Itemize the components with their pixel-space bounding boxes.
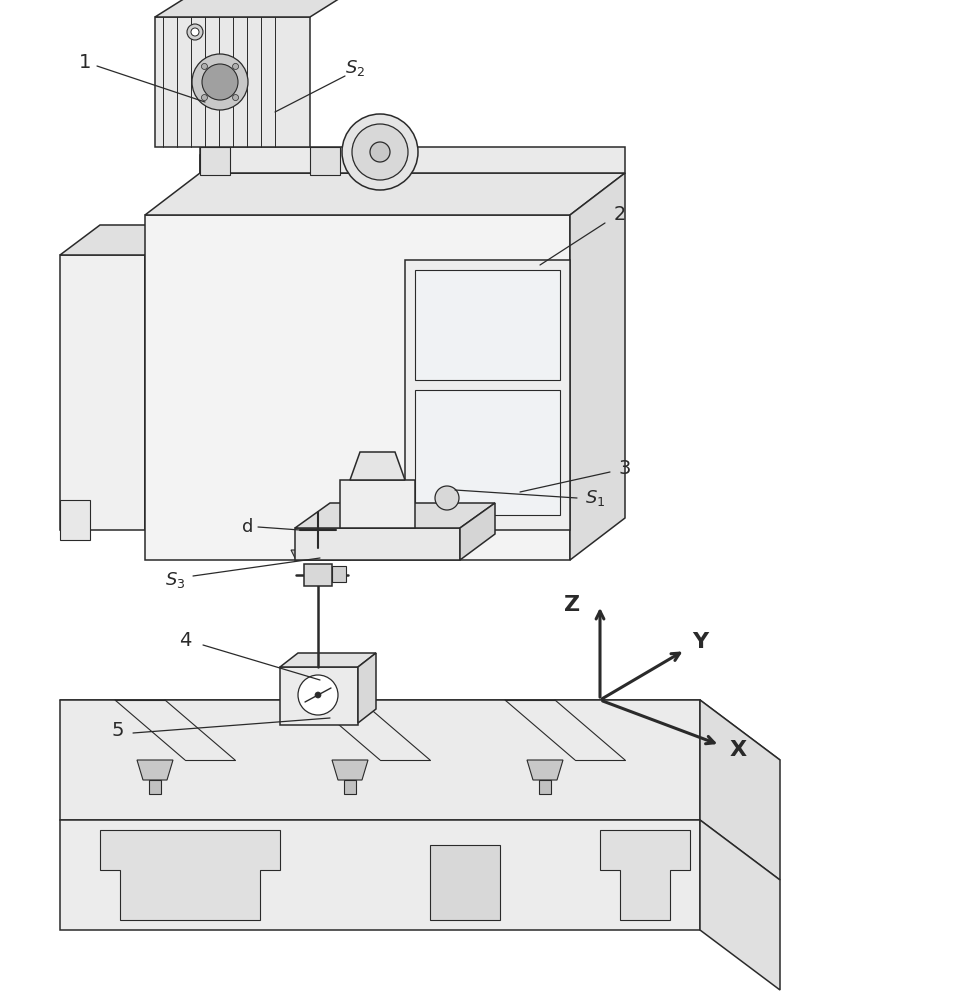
Circle shape: [187, 24, 203, 40]
Bar: [200, 147, 230, 175]
Bar: [539, 780, 551, 794]
Bar: [415, 270, 560, 380]
Polygon shape: [145, 215, 570, 560]
Bar: [332, 566, 346, 582]
Text: X: X: [730, 740, 746, 760]
Polygon shape: [200, 147, 625, 173]
Polygon shape: [280, 653, 376, 667]
Polygon shape: [358, 653, 376, 723]
Polygon shape: [600, 830, 690, 920]
Bar: [415, 390, 560, 515]
Polygon shape: [60, 820, 700, 930]
Polygon shape: [460, 503, 495, 560]
Text: $S_3$: $S_3$: [165, 570, 186, 590]
Circle shape: [233, 63, 238, 69]
Circle shape: [342, 114, 418, 190]
Bar: [344, 780, 356, 794]
Circle shape: [370, 142, 390, 162]
Polygon shape: [320, 540, 330, 548]
Polygon shape: [60, 700, 780, 760]
Bar: [310, 147, 340, 175]
Polygon shape: [430, 845, 500, 920]
Circle shape: [233, 95, 238, 101]
Text: Z: Z: [564, 595, 580, 615]
Text: $S_2$: $S_2$: [345, 58, 365, 78]
Polygon shape: [700, 820, 780, 990]
Text: 1: 1: [79, 52, 91, 72]
Text: 4: 4: [179, 631, 191, 650]
Circle shape: [298, 675, 338, 715]
Circle shape: [201, 95, 207, 101]
Polygon shape: [200, 155, 400, 173]
Polygon shape: [295, 503, 495, 528]
Polygon shape: [60, 500, 90, 540]
Bar: [304, 564, 332, 586]
Polygon shape: [295, 528, 460, 560]
Polygon shape: [340, 480, 415, 528]
Polygon shape: [60, 255, 145, 530]
Polygon shape: [570, 173, 625, 560]
Text: d: d: [242, 518, 254, 536]
Circle shape: [191, 28, 199, 36]
Bar: [405, 260, 570, 530]
Polygon shape: [137, 760, 173, 780]
Polygon shape: [60, 225, 185, 255]
Circle shape: [201, 63, 207, 69]
Text: 5: 5: [111, 720, 124, 740]
Bar: [149, 780, 161, 794]
Polygon shape: [60, 700, 700, 820]
Circle shape: [435, 486, 459, 510]
Polygon shape: [350, 452, 405, 480]
Text: $S_1$: $S_1$: [585, 488, 606, 508]
Circle shape: [315, 692, 321, 698]
Polygon shape: [700, 700, 780, 880]
Text: 3: 3: [618, 458, 631, 478]
Polygon shape: [145, 173, 625, 215]
Bar: [155, 17, 310, 147]
Text: Y: Y: [692, 632, 708, 652]
Polygon shape: [155, 0, 345, 17]
Polygon shape: [100, 830, 280, 920]
Circle shape: [192, 54, 248, 110]
Circle shape: [352, 124, 408, 180]
Polygon shape: [145, 225, 185, 530]
Circle shape: [202, 64, 238, 100]
Polygon shape: [332, 760, 368, 780]
Polygon shape: [527, 760, 563, 780]
Text: 2: 2: [614, 206, 626, 225]
Bar: [280, 667, 358, 725]
Polygon shape: [291, 550, 355, 560]
